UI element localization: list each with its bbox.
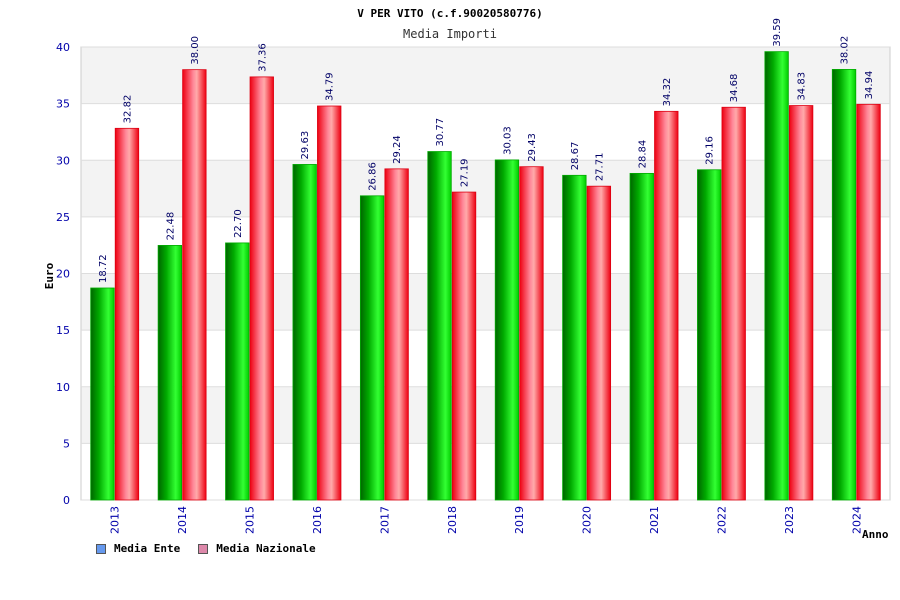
data-label-media-nazionale-2023: 34.83 xyxy=(797,72,808,101)
x-tick-label-2017: 2017 xyxy=(378,506,391,534)
y-tick-label: 10 xyxy=(56,381,70,394)
bar-media-ente-2014 xyxy=(157,245,183,501)
bar-media-ente-2023 xyxy=(764,51,789,501)
bar-media-nazionale-2015 xyxy=(249,76,274,501)
chart-title: V PER VITO (c.f.90020580776) xyxy=(357,7,542,20)
bar-media-nazionale-2024 xyxy=(856,103,881,501)
x-tick-label-2020: 2020 xyxy=(581,506,594,534)
x-axis-ticks: 2013 2014 2015 2016 2017 2018 2019 2020 2021 2022… xyxy=(109,506,864,534)
grid-band xyxy=(81,160,890,217)
bar-media-ente-2016 xyxy=(292,164,317,501)
bar-media-ente-2018 xyxy=(427,151,452,501)
bar-media-nazionale-2020 xyxy=(586,185,612,501)
bar-media-ente-2020 xyxy=(562,174,587,501)
bar-media-nazionale-2014 xyxy=(182,69,207,501)
grid-band xyxy=(81,386,890,444)
x-tick-label-2024: 2024 xyxy=(850,506,863,534)
data-label-media-nazionale-2014: 38.00 xyxy=(190,36,201,65)
y-axis-ticks: 0 5 10 15 20 25 30 35 40 xyxy=(56,41,70,507)
bar-media-ente-2013 xyxy=(90,287,115,501)
y-axis-label: Euro xyxy=(43,262,56,289)
data-label-media-nazionale-2024: 34.94 xyxy=(864,71,875,100)
bar-media-nazionale-2021 xyxy=(654,110,679,501)
y-tick-label: 20 xyxy=(56,268,70,281)
grid-band xyxy=(81,47,890,104)
x-tick-label-2016: 2016 xyxy=(311,506,324,534)
grid-band xyxy=(81,273,890,331)
legend-swatch-media-ente xyxy=(96,543,106,554)
bar-media-nazionale-2016 xyxy=(317,105,342,501)
x-tick-label-2014: 2014 xyxy=(176,506,189,534)
bar-media-ente-2024 xyxy=(831,69,857,501)
data-label-media-nazionale-2017: 29.24 xyxy=(392,135,403,164)
gridlines xyxy=(81,46,890,501)
x-axis-label: Anno xyxy=(862,528,889,541)
x-tick-label-2021: 2021 xyxy=(648,506,661,534)
grid-band xyxy=(81,330,890,387)
data-label-media-ente-2020: 28.67 xyxy=(570,142,581,171)
y-tick-label: 0 xyxy=(63,494,70,507)
data-label-media-ente-2024: 38.02 xyxy=(840,36,851,65)
bar-media-ente-2022 xyxy=(697,169,722,501)
grid-band xyxy=(81,216,890,274)
bar-media-ente-2021 xyxy=(629,172,654,501)
data-label-media-ente-2018: 30.77 xyxy=(435,118,446,147)
legend: Media Ente Media Nazionale xyxy=(96,542,316,555)
y-tick-label: 25 xyxy=(56,211,70,224)
legend-item-media-ente: Media Ente xyxy=(96,542,180,555)
data-label-media-ente-2021: 28.84 xyxy=(637,140,648,169)
data-label-media-ente-2013: 18.72 xyxy=(98,254,109,283)
data-label-media-nazionale-2018: 27.19 xyxy=(460,158,471,187)
bar-media-nazionale-2018 xyxy=(451,191,477,501)
x-tick-label-2022: 2022 xyxy=(715,506,728,534)
data-label-media-ente-2023: 39.59 xyxy=(772,18,783,47)
x-tick-label-2013: 2013 xyxy=(109,506,122,534)
data-label-media-nazionale-2019: 29.43 xyxy=(527,133,538,162)
grid-band xyxy=(81,103,890,161)
data-labels-group: 18.72 32.82 22.48 38.00 22.70 37.36 29.63 34.79… xyxy=(98,18,875,283)
y-tick-label: 30 xyxy=(56,154,70,167)
y-tick-label: 40 xyxy=(56,41,70,54)
x-tick-label-2015: 2015 xyxy=(244,506,257,534)
y-tick-label: 5 xyxy=(63,437,70,450)
bar-media-nazionale-2023 xyxy=(788,105,814,501)
plot-background-bands xyxy=(81,47,890,500)
bar-media-nazionale-2013 xyxy=(114,127,140,501)
legend-item-media-nazionale: Media Nazionale xyxy=(198,542,316,555)
legend-swatch-media-nazionale xyxy=(198,543,209,554)
data-label-media-ente-2014: 22.48 xyxy=(165,212,176,241)
bar-media-ente-2019 xyxy=(494,159,520,501)
data-label-media-ente-2019: 30.03 xyxy=(502,126,513,155)
grid-band xyxy=(81,443,890,500)
data-label-media-nazionale-2016: 34.79 xyxy=(325,72,336,101)
bar-media-nazionale-2022 xyxy=(721,106,746,501)
chart-subtitle: Media Importi xyxy=(403,27,497,41)
data-label-media-ente-2015: 22.70 xyxy=(233,209,244,238)
x-tick-label-2018: 2018 xyxy=(446,506,459,534)
data-label-media-nazionale-2020: 27.71 xyxy=(594,153,605,182)
bar-media-nazionale-2019 xyxy=(519,166,544,501)
data-label-media-ente-2016: 29.63 xyxy=(300,131,311,160)
bars-group xyxy=(90,51,881,501)
legend-label-media-nazionale: Media Nazionale xyxy=(216,542,316,555)
data-label-media-nazionale-2013: 32.82 xyxy=(122,95,133,124)
data-label-media-ente-2017: 26.86 xyxy=(368,162,379,191)
data-label-media-ente-2022: 29.16 xyxy=(705,136,716,165)
y-tick-label: 15 xyxy=(56,324,70,337)
legend-label-media-ente: Media Ente xyxy=(114,542,181,555)
data-label-media-nazionale-2015: 37.36 xyxy=(257,43,268,72)
x-tick-label-2019: 2019 xyxy=(513,506,526,534)
data-label-media-nazionale-2021: 34.32 xyxy=(662,78,673,107)
x-tick-label-2023: 2023 xyxy=(783,506,796,534)
bar-media-nazionale-2017 xyxy=(384,168,409,501)
bar-media-ente-2015 xyxy=(225,242,250,501)
bar-media-ente-2017 xyxy=(359,195,385,501)
y-tick-label: 35 xyxy=(56,98,70,111)
data-label-media-nazionale-2022: 34.68 xyxy=(729,74,740,103)
